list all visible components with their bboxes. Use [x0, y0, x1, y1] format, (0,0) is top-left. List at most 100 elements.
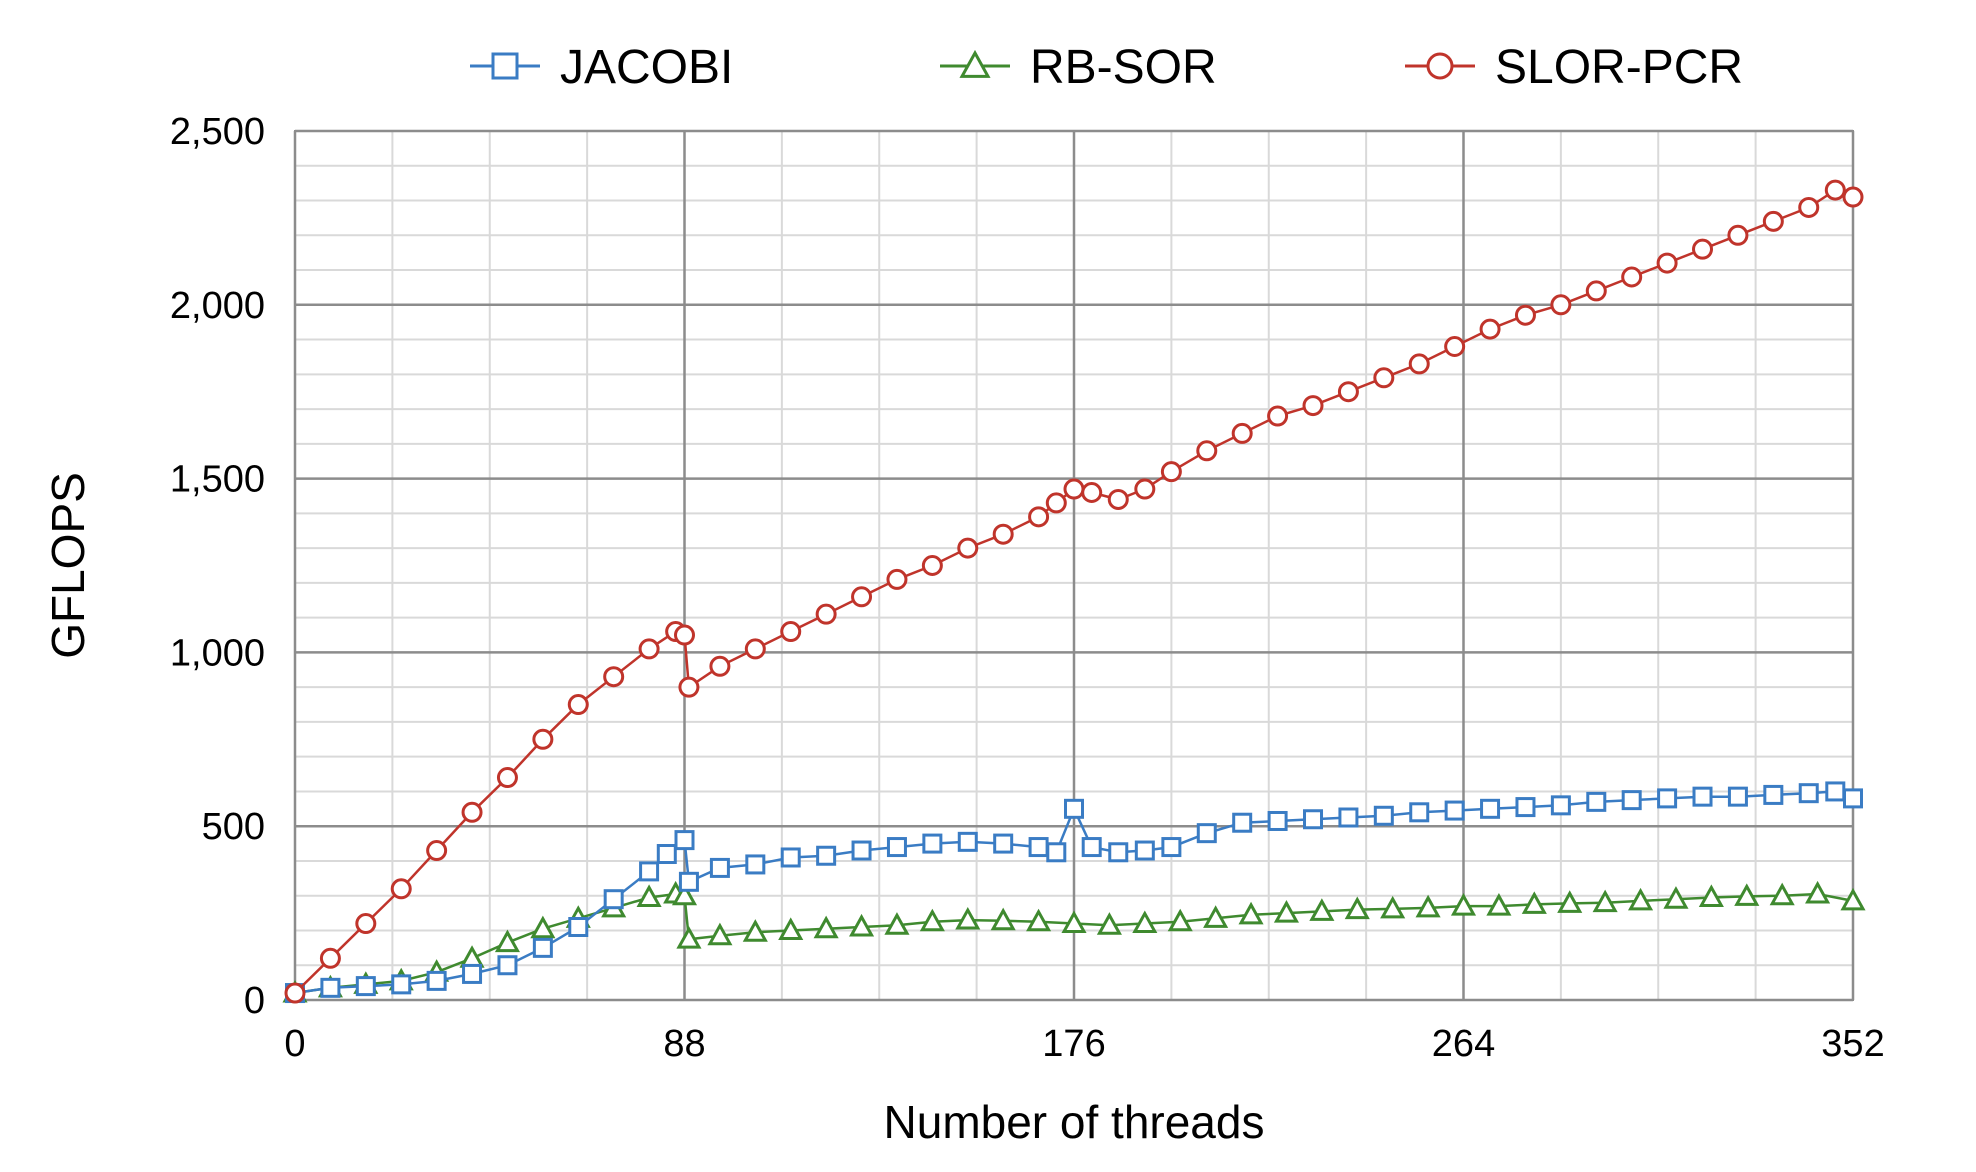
legend-label: SLOR-PCR — [1495, 41, 1743, 94]
data-point — [461, 801, 483, 823]
data-point — [1338, 807, 1359, 828]
data-point — [1586, 791, 1607, 812]
data-point — [1486, 893, 1512, 916]
data-point — [639, 861, 660, 882]
data-point — [674, 624, 695, 646]
legend-marker — [959, 49, 991, 78]
y-axis-title: GFLOPS — [42, 472, 94, 659]
data-point — [1380, 895, 1406, 919]
data-point — [1692, 786, 1713, 807]
data-point — [459, 945, 485, 968]
legend-item-slor-pcr: SLOR-PCR — [1405, 41, 1743, 94]
data-point — [426, 970, 447, 991]
data-point — [1267, 405, 1289, 427]
data-point — [1081, 837, 1102, 858]
data-point — [1727, 224, 1749, 246]
data-point — [462, 963, 483, 984]
y-tick-label: 0 — [244, 980, 265, 1022]
y-tick-label: 2,500 — [170, 111, 265, 153]
y-tick-label: 2,000 — [170, 285, 265, 327]
data-point — [1045, 492, 1067, 514]
data-point — [1557, 890, 1583, 913]
data-point — [1408, 353, 1430, 375]
data-point — [921, 555, 943, 576]
data-point — [1592, 889, 1618, 913]
data-point — [1309, 898, 1335, 921]
data-point — [678, 871, 699, 892]
y-tick-label: 500 — [202, 806, 265, 848]
legend-label: RB-SOR — [1030, 41, 1217, 94]
data-point — [957, 537, 979, 559]
data-point — [1734, 883, 1760, 906]
data-point — [674, 830, 695, 851]
legend-item-jacobi: JACOBI — [470, 41, 733, 94]
data-point — [319, 947, 341, 969]
data-point — [530, 915, 556, 939]
data-point — [993, 833, 1014, 854]
legend: JACOBI RB-SOR SLOR-PCR — [470, 41, 1743, 94]
data-point — [320, 977, 341, 998]
data-point — [678, 676, 700, 698]
data-point — [1108, 842, 1129, 863]
data-point — [1692, 238, 1714, 260]
data-point — [1081, 482, 1103, 504]
x-axis-title: Number of threads — [884, 1096, 1265, 1148]
data-point — [497, 955, 518, 976]
data-point — [1727, 786, 1748, 807]
data-point — [656, 844, 677, 865]
data-point — [284, 982, 306, 1004]
data-point — [815, 603, 837, 625]
data-point — [1843, 788, 1863, 809]
data-point — [1134, 840, 1155, 861]
data-point — [1267, 810, 1288, 831]
data-point — [1479, 318, 1501, 340]
data-point — [1107, 488, 1129, 510]
data-point — [1302, 395, 1324, 417]
data-point — [1698, 884, 1724, 907]
plot-area-border — [294, 130, 1854, 1001]
data-point — [1063, 478, 1085, 500]
data-point — [603, 889, 624, 910]
data-point — [1046, 842, 1067, 863]
data-point — [1337, 381, 1359, 403]
data-point — [886, 837, 907, 858]
x-axis-tick-labels: 0 88 176 264 352 — [284, 1023, 1884, 1065]
data-point — [992, 523, 1014, 545]
data-point — [1232, 812, 1253, 833]
data-point — [1096, 912, 1122, 935]
data-point — [532, 728, 554, 750]
series-jacobi — [285, 781, 1863, 1004]
data-point — [671, 882, 698, 906]
data-point — [636, 884, 662, 907]
data-point — [1167, 908, 1193, 932]
data-point — [886, 568, 908, 590]
data-point — [707, 922, 733, 946]
data-point — [1026, 908, 1052, 932]
data-point — [1550, 795, 1571, 816]
data-point — [496, 767, 518, 789]
data-point — [426, 840, 448, 862]
data-point — [1409, 802, 1430, 823]
data-point — [1657, 788, 1678, 809]
data-point — [1160, 461, 1182, 483]
series-layer — [282, 179, 1866, 1004]
data-point — [1585, 280, 1607, 302]
data-point — [1134, 478, 1156, 500]
data-point — [1273, 900, 1300, 923]
data-point — [1763, 784, 1784, 805]
x-tick-label: 0 — [284, 1023, 305, 1065]
data-point — [1521, 891, 1547, 914]
data-point — [532, 937, 553, 958]
data-point — [1231, 422, 1253, 444]
series-slor-pcr — [284, 179, 1864, 1004]
data-point — [1450, 893, 1477, 916]
data-point — [494, 929, 521, 953]
data-point — [848, 913, 875, 937]
data-point — [1769, 882, 1795, 906]
legend-marker — [1426, 52, 1454, 80]
data-point — [1444, 800, 1465, 821]
data-point — [1627, 887, 1654, 911]
x-tick-label: 352 — [1821, 1023, 1884, 1065]
data-point — [1824, 179, 1846, 201]
